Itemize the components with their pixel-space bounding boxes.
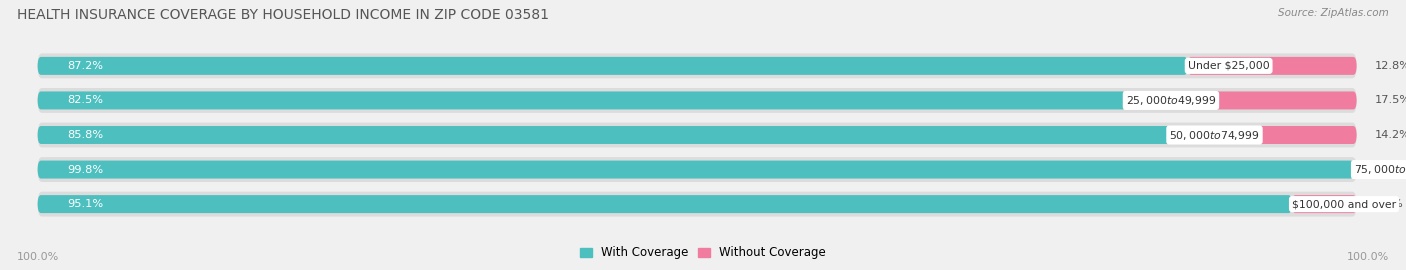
FancyBboxPatch shape — [38, 92, 1126, 109]
FancyBboxPatch shape — [38, 157, 1357, 182]
FancyBboxPatch shape — [1126, 92, 1357, 109]
Text: 82.5%: 82.5% — [67, 95, 103, 106]
FancyBboxPatch shape — [1353, 161, 1357, 178]
Text: 12.8%: 12.8% — [1374, 61, 1406, 71]
FancyBboxPatch shape — [1292, 195, 1357, 213]
FancyBboxPatch shape — [38, 57, 1188, 75]
FancyBboxPatch shape — [38, 53, 1357, 78]
Text: HEALTH INSURANCE COVERAGE BY HOUSEHOLD INCOME IN ZIP CODE 03581: HEALTH INSURANCE COVERAGE BY HOUSEHOLD I… — [17, 8, 548, 22]
Text: 99.8%: 99.8% — [67, 164, 103, 175]
FancyBboxPatch shape — [38, 161, 1354, 178]
Text: Under $25,000: Under $25,000 — [1188, 61, 1270, 71]
Text: 0.19%: 0.19% — [1374, 164, 1406, 175]
FancyBboxPatch shape — [38, 192, 1357, 217]
Text: 4.9%: 4.9% — [1374, 199, 1403, 209]
Text: Source: ZipAtlas.com: Source: ZipAtlas.com — [1278, 8, 1389, 18]
Text: 100.0%: 100.0% — [1347, 252, 1389, 262]
Text: $75,000 to $99,999: $75,000 to $99,999 — [1354, 163, 1406, 176]
Text: 95.1%: 95.1% — [67, 199, 103, 209]
FancyBboxPatch shape — [38, 123, 1357, 147]
Text: 85.8%: 85.8% — [67, 130, 103, 140]
FancyBboxPatch shape — [38, 126, 1170, 144]
Text: 100.0%: 100.0% — [17, 252, 59, 262]
FancyBboxPatch shape — [1188, 57, 1357, 75]
Text: $50,000 to $74,999: $50,000 to $74,999 — [1170, 129, 1260, 141]
Text: 14.2%: 14.2% — [1374, 130, 1406, 140]
Text: $100,000 and over: $100,000 and over — [1292, 199, 1396, 209]
Text: 17.5%: 17.5% — [1374, 95, 1406, 106]
Legend: With Coverage, Without Coverage: With Coverage, Without Coverage — [575, 242, 831, 264]
FancyBboxPatch shape — [38, 88, 1357, 113]
Text: 87.2%: 87.2% — [67, 61, 103, 71]
FancyBboxPatch shape — [1170, 126, 1357, 144]
FancyBboxPatch shape — [38, 195, 1292, 213]
Text: $25,000 to $49,999: $25,000 to $49,999 — [1126, 94, 1216, 107]
